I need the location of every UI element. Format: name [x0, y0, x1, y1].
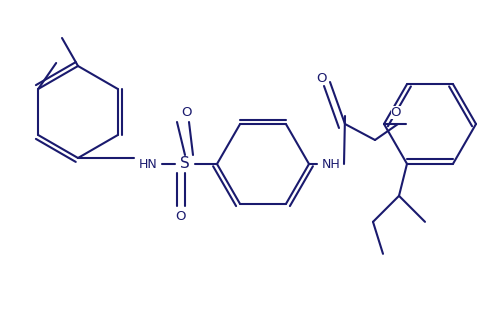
- Text: O: O: [317, 71, 327, 85]
- Text: O: O: [182, 105, 192, 119]
- Text: NH: NH: [322, 158, 340, 170]
- Text: HN: HN: [138, 158, 158, 170]
- Text: S: S: [180, 157, 190, 172]
- Text: O: O: [176, 209, 186, 222]
- Text: O: O: [391, 105, 401, 119]
